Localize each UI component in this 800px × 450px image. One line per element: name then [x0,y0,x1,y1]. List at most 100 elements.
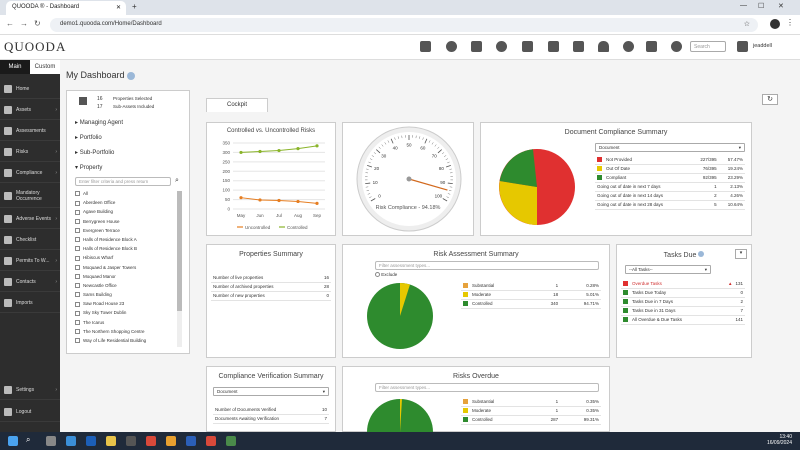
checkbox[interactable] [75,209,80,215]
data-point[interactable] [277,148,281,153]
property-list-item[interactable]: Agave Building [75,209,175,218]
checkbox[interactable] [75,200,80,206]
minimize-icon[interactable]: — [740,2,747,9]
close-tab-icon[interactable]: ✕ [115,5,121,11]
property-list-item[interactable]: Berrygreen House [75,219,175,228]
task-view-icon[interactable] [46,436,56,446]
property-list-item[interactable]: Moquaed Manor [75,274,175,283]
app-icon[interactable] [206,436,216,446]
sidebar-item-logout[interactable]: Logout [0,402,60,422]
maximize-icon[interactable]: ☐ [758,3,765,10]
task-type-select[interactable]: --All Tasks-- ▾ [625,265,711,274]
tab-cockpit[interactable]: Cockpit [206,98,268,112]
inbox-icon[interactable] [471,41,482,52]
group-sub-portfolio[interactable]: ▸ Sub-Portfolio [75,150,115,156]
bookmark-star-icon[interactable]: ☆ [743,21,750,28]
checkbox[interactable] [75,283,80,289]
app-icon[interactable] [146,436,156,446]
sidebar-item-compliance[interactable]: Compliance › [0,163,60,183]
property-list-item[interactable]: Halls of Residence Block B [75,246,175,255]
exclude-checkbox[interactable]: Exclude [375,272,397,278]
info-icon[interactable] [698,251,705,257]
word-icon[interactable] [186,436,196,446]
forward-icon[interactable]: → [20,19,28,28]
search-input[interactable]: Search [690,41,726,52]
tab-main[interactable]: Main [0,60,30,74]
assessment-filter-input[interactable]: Filter assessment types... [375,261,599,270]
new-tab-icon[interactable]: + [132,2,137,11]
property-list-item[interactable]: Way of Life Residential Building [75,338,175,347]
chrome-icon[interactable] [166,436,176,446]
overdue-filter-input[interactable]: Filter assessment types... [375,383,599,392]
sidebar-item-adverse-events[interactable]: Adverse Events › [0,209,60,229]
close-window-icon[interactable]: ✕ [778,3,784,10]
checkbox[interactable] [75,319,80,325]
checkbox[interactable] [75,292,80,298]
search-icon[interactable]: ⌕ [175,177,179,184]
clock[interactable]: 13:40 16/09/2024 [766,434,792,446]
profile-avatar[interactable] [770,19,780,29]
search-icon[interactable]: ⌕ [26,435,31,444]
property-list-item[interactable]: Hibiscus Wharf [75,255,175,264]
group-property[interactable]: ▾ Property [75,165,103,171]
property-list-item[interactable]: All [75,191,175,200]
sidebar-item-risks[interactable]: Risks › [0,142,60,162]
filter-icon[interactable] [522,41,533,52]
edge-icon[interactable] [66,436,76,446]
verification-type-select[interactable]: Document ▾ [213,387,329,396]
scrollbar[interactable] [177,191,182,347]
checkbox[interactable] [75,246,80,252]
data-point[interactable] [296,147,300,151]
property-list-item[interactable]: The Northern Shopping Centre [75,329,175,338]
bell-icon[interactable] [598,41,609,52]
property-list-item[interactable]: Saw Road House 23 [75,301,175,310]
property-list-item[interactable]: Halls of Residence Block A [75,237,175,246]
property-filter-input[interactable]: Enter filter criteria and press return [75,177,171,186]
app-logo[interactable]: QUOODA [4,39,67,54]
data-point[interactable] [315,144,319,148]
data-point[interactable] [239,196,243,200]
data-point[interactable] [258,149,262,154]
checkbox[interactable] [75,329,80,335]
property-list-item[interactable]: Sky Sky Tower Dublin [75,310,175,319]
info-icon[interactable] [127,71,136,80]
sidebar-item-home[interactable]: Home [0,79,60,99]
help-icon[interactable] [671,41,682,52]
checkbox[interactable] [75,191,80,197]
data-point[interactable] [239,150,243,155]
sidebar-item-mandatory-occurrence[interactable]: Mandatory Occurrence [0,184,60,208]
windows-start-icon[interactable] [8,436,18,446]
checkbox[interactable] [75,237,80,243]
checkbox[interactable] [75,255,80,261]
info-icon[interactable] [446,41,457,52]
sidebar-item-settings[interactable]: Settings › [0,380,60,400]
calendar-icon[interactable] [420,41,431,52]
browser-tab[interactable]: QUOODA ® - Dashboard ✕ [6,1,126,15]
checkbox[interactable] [75,274,80,279]
sidebar-item-contacts[interactable]: Contacts › [0,272,60,292]
group-managing-agent[interactable]: ▸ Managing Agent [75,120,124,126]
property-list-item[interactable]: Evergreen Terrace [75,228,175,237]
group-portfolio[interactable]: ▸ Portfolio [75,135,102,141]
app-icon[interactable] [126,436,136,446]
sidebar-item-assessments[interactable]: Assessments [0,121,60,141]
eye-icon[interactable] [623,41,634,52]
url-field[interactable]: demo1.quooda.com/Home/Dashboard ☆ [50,18,758,32]
data-point[interactable] [277,198,281,203]
checkbox[interactable] [75,228,80,234]
calendar-check-icon[interactable] [573,41,584,52]
property-list-item[interactable]: Aberdeen Office [75,200,175,209]
contact-card-icon[interactable] [737,41,748,52]
back-icon[interactable]: ← [6,19,14,28]
document-type-select[interactable]: Document ▾ [595,143,745,152]
sidebar-item-imports[interactable]: Imports [0,293,60,313]
property-list-item[interactable]: The Icarus [75,320,175,329]
outlook-icon[interactable] [86,436,96,446]
checkbox[interactable] [75,310,80,316]
user-name[interactable]: jeaddell [753,43,772,49]
app-icon[interactable] [226,436,236,446]
data-point[interactable] [296,199,300,204]
browser-menu-icon[interactable]: ⋮ [786,18,794,27]
sidebar-item-permits[interactable]: Permits To W... › [0,251,60,271]
sidebar-item-assets[interactable]: Assets › [0,100,60,120]
